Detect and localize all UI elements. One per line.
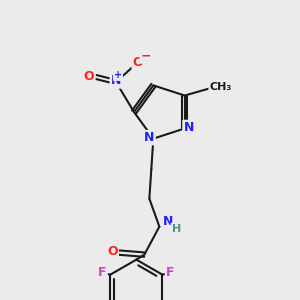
Text: F: F xyxy=(166,266,175,279)
Text: CH₃: CH₃ xyxy=(209,82,232,92)
Text: H: H xyxy=(172,224,181,234)
Text: O: O xyxy=(107,245,118,258)
Text: N: N xyxy=(111,74,121,88)
Text: +: + xyxy=(114,70,122,80)
Text: N: N xyxy=(163,215,173,228)
Text: −: − xyxy=(141,50,151,62)
Text: N: N xyxy=(184,121,194,134)
Text: O: O xyxy=(84,70,94,83)
Text: F: F xyxy=(98,266,106,279)
Text: O: O xyxy=(133,56,143,68)
Text: N: N xyxy=(144,131,154,144)
